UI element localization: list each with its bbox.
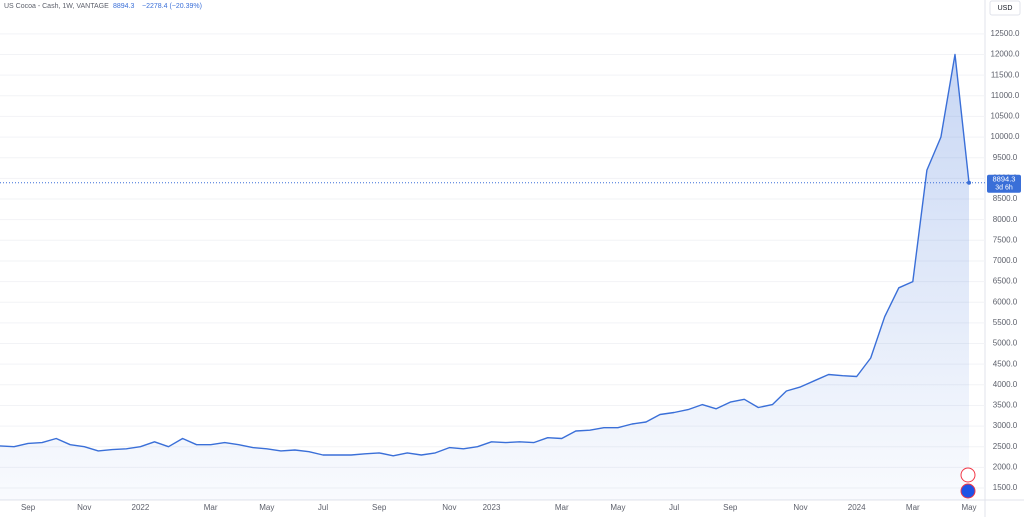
currency[interactable]: USD [998, 5, 1013, 12]
y-tick-label: 10500.0 [991, 112, 1020, 121]
y-tick-label: 9500.0 [993, 153, 1018, 162]
last-point [967, 180, 971, 185]
x-tick-label: May [961, 503, 976, 512]
x-tick-label: Nov [793, 503, 807, 512]
y-tick-label: 6500.0 [993, 277, 1018, 286]
y-tick-label: 2500.0 [993, 442, 1018, 451]
y-tick-label: 11000.0 [991, 91, 1020, 100]
y-tick-label: 7000.0 [993, 256, 1018, 265]
price-label: 8894.3 [993, 175, 1016, 184]
x-tick-label: Nov [77, 503, 91, 512]
countdown-label: 3d 6h [995, 185, 1013, 192]
chart-title: US Cocoa - Cash, 1W, VANTAGE [4, 3, 109, 10]
x-tick-label: Sep [372, 503, 387, 512]
y-tick-label: 3500.0 [993, 401, 1018, 410]
y-tick-label: 2000.0 [993, 462, 1018, 471]
icons [960, 467, 976, 499]
y-tick-label: 4500.0 [993, 359, 1018, 368]
x-tick-label: Nov [442, 503, 456, 512]
y-tick-label: 8000.0 [993, 215, 1018, 224]
event-icon[interactable] [960, 467, 976, 483]
y-tick-label: 11500.0 [991, 70, 1020, 79]
x-tick-label: May [259, 503, 274, 512]
x-tick-label: Mar [906, 503, 920, 512]
y-tick-label: 6000.0 [993, 297, 1018, 306]
x-tick-label: 2023 [483, 503, 501, 512]
x-tick-label: Sep [723, 503, 738, 512]
y-tick-label: 12000.0 [991, 50, 1020, 59]
y-tick-label: 10000.0 [991, 132, 1020, 141]
flag-icon[interactable] [960, 483, 976, 499]
y-tick-label: 4000.0 [993, 380, 1018, 389]
area-fill [0, 54, 969, 500]
y-tick-label: 12500.0 [991, 29, 1020, 38]
x-tick-label: Sep [21, 503, 36, 512]
price-change: −2278.4 (−20.39%) [142, 3, 202, 10]
x-tick-label: Jul [669, 503, 679, 512]
y-tick-label: 5500.0 [993, 318, 1018, 327]
y-tick-label: 3000.0 [993, 421, 1018, 430]
y-tick-label: 5000.0 [993, 339, 1018, 348]
x-tick-label: Mar [555, 503, 569, 512]
last-price: 8894.3 [113, 3, 135, 10]
x-tick-label: 2024 [848, 503, 866, 512]
header: US Cocoa - Cash, 1W, VANTAGE 8894.3 −227… [4, 3, 202, 10]
y-tick-label: 7500.0 [993, 235, 1018, 244]
price-line [0, 53, 970, 457]
x-tick-label: Mar [204, 503, 218, 512]
y-tick-label: 8500.0 [993, 194, 1018, 203]
y-tick-label: 1500.0 [993, 483, 1018, 492]
x-tick-label: 2022 [132, 503, 150, 512]
x-tick-label: May [610, 503, 625, 512]
currency-button[interactable] [989, 0, 1021, 16]
price-label-box [987, 174, 1021, 193]
x-tick-label: Jul [318, 503, 328, 512]
